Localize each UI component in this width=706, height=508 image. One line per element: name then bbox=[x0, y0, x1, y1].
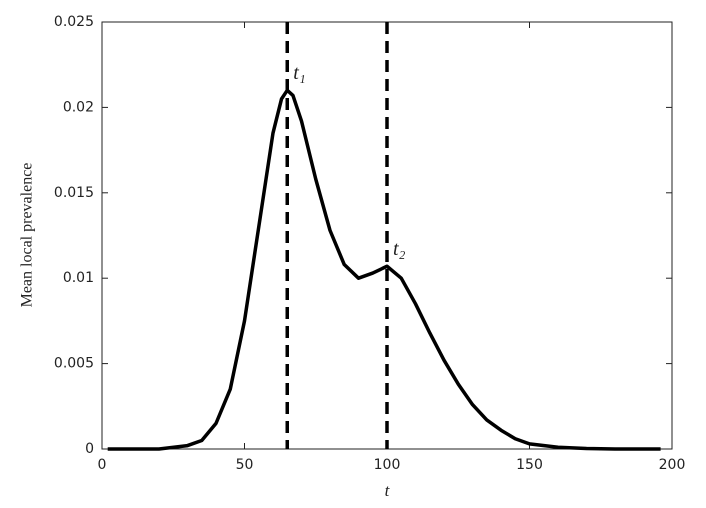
y-tick-label: 0.025 bbox=[54, 14, 94, 30]
y-tick-label: 0 bbox=[85, 441, 94, 457]
x-tick-label: 0 bbox=[98, 457, 107, 473]
marker-label: t₁ bbox=[293, 62, 306, 84]
y-tick-label: 0.02 bbox=[63, 99, 94, 115]
y-tick-label: 0.005 bbox=[54, 356, 94, 372]
y-tick-label: 0.01 bbox=[63, 270, 94, 286]
y-axis-label: Mean local prevalence bbox=[19, 163, 36, 308]
line-series bbox=[107, 88, 661, 451]
x-axis-label: t bbox=[385, 481, 391, 500]
x-tick-label: 50 bbox=[236, 457, 254, 473]
x-tick-label: 100 bbox=[374, 457, 401, 473]
x-tick-label: 200 bbox=[659, 457, 686, 473]
x-tick-label: 150 bbox=[516, 457, 543, 473]
marker-label: t₂ bbox=[393, 238, 406, 260]
y-tick-label: 0.015 bbox=[54, 185, 94, 201]
